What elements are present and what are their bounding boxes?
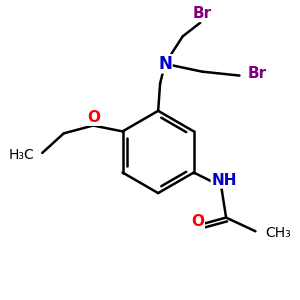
Text: N: N <box>158 55 172 73</box>
Text: Br: Br <box>193 6 212 21</box>
Text: O: O <box>88 110 100 125</box>
Text: O: O <box>191 214 204 229</box>
Text: Br: Br <box>247 66 266 81</box>
Text: CH₃: CH₃ <box>265 226 291 240</box>
Text: NH: NH <box>212 173 237 188</box>
Text: H₃C: H₃C <box>9 148 34 162</box>
